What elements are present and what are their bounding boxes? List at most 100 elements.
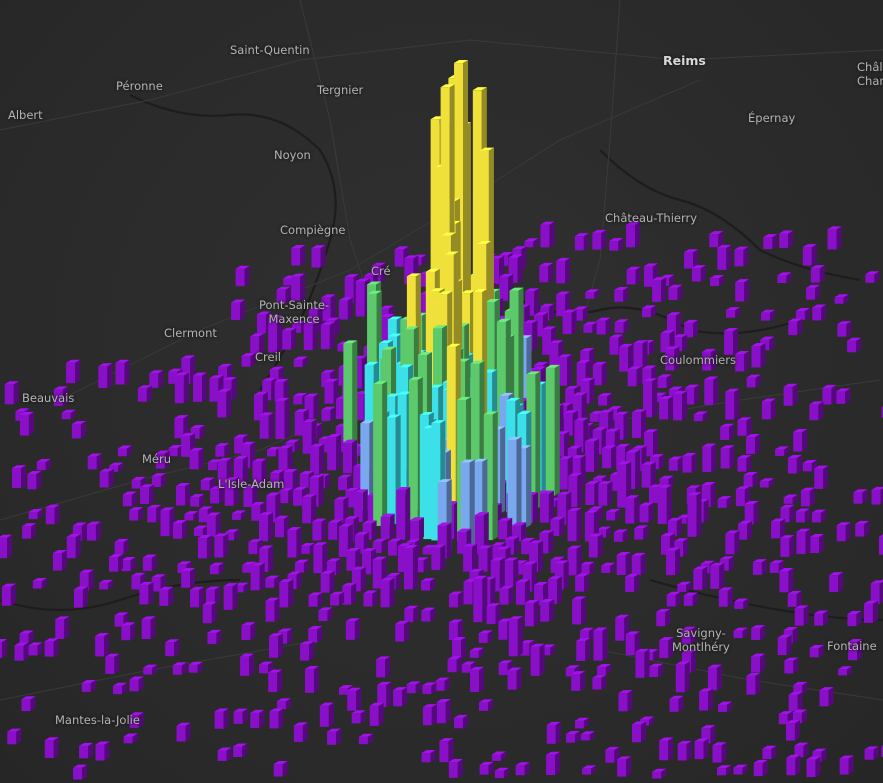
hexbin-bar[interactable] xyxy=(342,582,357,605)
hexbin-bar[interactable] xyxy=(200,477,215,491)
hexbin-bar[interactable] xyxy=(524,238,539,248)
hexbin-bar[interactable] xyxy=(639,502,654,523)
hexbin-bar[interactable] xyxy=(114,538,129,554)
hexbin-bar[interactable] xyxy=(548,576,563,605)
hexbin-bar[interactable] xyxy=(214,708,229,729)
hexbin-bar[interactable] xyxy=(207,629,222,644)
hexbin-bar[interactable] xyxy=(809,401,824,421)
hexbin-bar[interactable] xyxy=(122,491,137,507)
hexbin-bar[interactable] xyxy=(717,496,732,508)
hexbin-bar[interactable] xyxy=(447,656,462,673)
hexbin-bar[interactable] xyxy=(324,378,339,404)
hexbin-bar[interactable] xyxy=(694,738,709,760)
hexbin-bar[interactable] xyxy=(354,531,369,554)
hexbin-bar[interactable] xyxy=(160,507,175,537)
hexbin-bar[interactable] xyxy=(613,529,628,542)
hexbin-bar[interactable] xyxy=(409,517,424,540)
hexbin-bar[interactable] xyxy=(362,520,377,540)
hexbin-bar[interactable] xyxy=(473,575,488,623)
hexbin-bar[interactable] xyxy=(252,458,267,487)
hexbin-bar[interactable] xyxy=(174,372,189,404)
hexbin-bar[interactable] xyxy=(583,321,598,333)
hexbin-bar[interactable] xyxy=(865,271,880,283)
hexbin-bar[interactable] xyxy=(744,500,759,525)
hexbin-bar[interactable] xyxy=(657,374,672,388)
hexbin-bar[interactable] xyxy=(27,471,42,490)
hexbin-bar[interactable] xyxy=(719,556,734,571)
hexbin-bar[interactable] xyxy=(683,592,698,606)
hexbin-bar[interactable] xyxy=(32,578,47,589)
hexbin-bar[interactable] xyxy=(330,591,345,606)
hexbin-bar[interactable] xyxy=(143,664,158,675)
hexbin-bar[interactable] xyxy=(667,517,682,537)
hexbin-bar[interactable] xyxy=(129,507,144,521)
hexbin-bar[interactable] xyxy=(217,747,232,761)
hexbin-bar[interactable] xyxy=(279,579,294,608)
hexbin-bar[interactable] xyxy=(541,644,556,656)
hexbin-bar[interactable] xyxy=(310,443,325,474)
hexbin-bar[interactable] xyxy=(300,641,315,661)
hexbin-bar[interactable] xyxy=(273,761,288,777)
hexbin-bar[interactable] xyxy=(363,590,378,607)
hexbin-bar[interactable] xyxy=(217,388,232,418)
hexbin-bar[interactable] xyxy=(735,350,750,372)
hexbin-bar[interactable] xyxy=(507,667,522,690)
hexbin-bar[interactable] xyxy=(99,579,114,590)
hexbin-bar[interactable] xyxy=(304,393,319,419)
hexbin-bar[interactable] xyxy=(847,611,862,627)
hexbin-bar[interactable] xyxy=(406,681,421,694)
hexbin-bar[interactable] xyxy=(142,554,157,571)
hexbin-bar[interactable] xyxy=(243,485,258,508)
hexbin-bar[interactable] xyxy=(190,424,205,439)
hexbin-bar[interactable] xyxy=(240,653,255,676)
hexbin-bar[interactable] xyxy=(540,221,555,248)
hexbin-bar[interactable] xyxy=(726,307,741,318)
hexbin-bar[interactable] xyxy=(652,768,667,779)
hexbin-bar[interactable] xyxy=(283,469,298,491)
hexbin-bar[interactable] xyxy=(746,672,761,695)
hexbin-bar[interactable] xyxy=(632,409,647,438)
hexbin-bar[interactable] xyxy=(575,573,590,592)
hexbin-bar[interactable] xyxy=(681,626,696,644)
hexbin-bar[interactable] xyxy=(215,443,230,457)
hexbin-bar[interactable] xyxy=(800,487,815,507)
hexbin-bar[interactable] xyxy=(558,354,573,386)
hexbin-bar[interactable] xyxy=(871,486,883,505)
hexbin-bar[interactable] xyxy=(539,262,554,283)
hexbin-bar[interactable] xyxy=(572,392,587,419)
hexbin-bar[interactable] xyxy=(793,681,808,694)
hexbin-bar[interactable] xyxy=(129,676,144,692)
hexbin-bar[interactable] xyxy=(269,708,284,729)
hexbin-bar[interactable] xyxy=(596,664,611,675)
hexbin-bar[interactable] xyxy=(79,569,94,591)
hexbin-bar[interactable] xyxy=(602,445,617,469)
hexbin-bar[interactable] xyxy=(504,557,519,588)
hexbin-bar[interactable] xyxy=(327,728,342,745)
hexbin-bar[interactable] xyxy=(716,765,731,776)
hexbin-bar[interactable] xyxy=(4,381,19,405)
hexbin-bar[interactable] xyxy=(19,411,34,436)
hexbin-bar[interactable] xyxy=(12,465,27,489)
hexbin-bar[interactable] xyxy=(99,468,114,488)
hexbin-bar[interactable] xyxy=(585,438,600,472)
hexbin-bar[interactable] xyxy=(673,390,688,421)
hexbin-bar[interactable] xyxy=(618,690,633,712)
hexbin-bar[interactable] xyxy=(598,481,613,506)
hexbin-bar[interactable] xyxy=(250,709,265,729)
hexbin-bar[interactable] xyxy=(121,557,136,572)
hexbin-bar[interactable] xyxy=(839,755,854,775)
hexbin-bar[interactable] xyxy=(819,687,834,707)
hexbin-bar[interactable] xyxy=(268,669,283,693)
hexbin-bar[interactable] xyxy=(641,461,656,488)
hexbin-bar[interactable] xyxy=(568,472,583,507)
hexbin-bar[interactable] xyxy=(137,385,152,402)
hexbin-bar[interactable] xyxy=(176,483,191,506)
hexbin-bar[interactable] xyxy=(155,450,170,469)
hexbin-bar[interactable] xyxy=(437,522,452,559)
hexbin-bar[interactable] xyxy=(474,512,489,555)
hexbin-bar[interactable] xyxy=(311,245,326,268)
hexbin-bar[interactable] xyxy=(734,598,749,610)
hexbin-bar[interactable] xyxy=(673,334,688,352)
hexbin-bar[interactable] xyxy=(478,630,493,643)
hexbin-bar[interactable] xyxy=(788,318,803,336)
